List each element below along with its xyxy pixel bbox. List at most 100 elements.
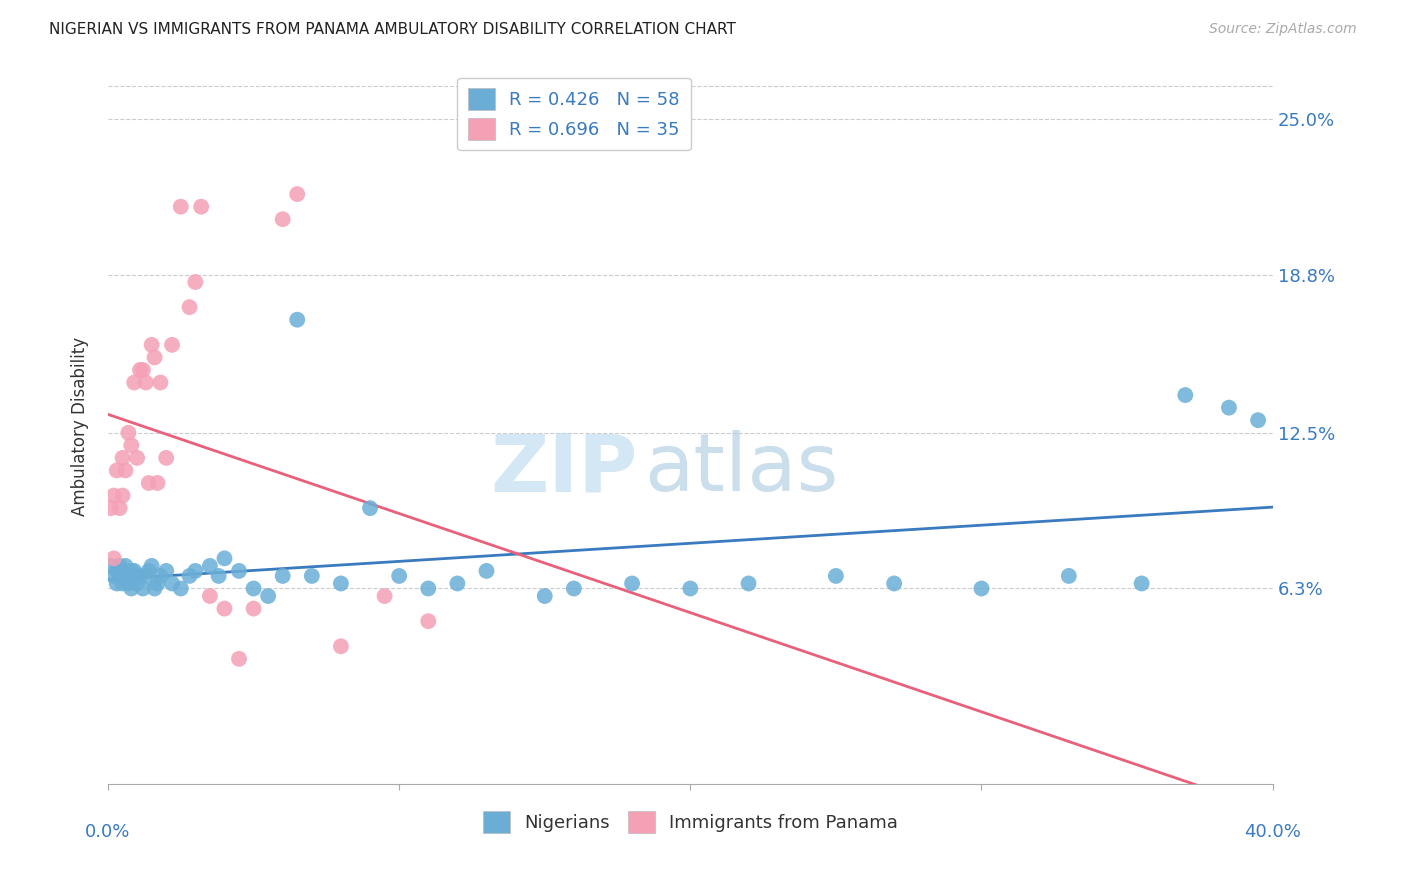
- Point: [1130, 576, 1153, 591]
- Point: [155, 450, 177, 465]
- Point: [122, 564, 145, 578]
- Point: [108, 501, 131, 516]
- Point: [329, 640, 352, 654]
- Text: ZIP: ZIP: [491, 431, 638, 508]
- Point: [111, 489, 134, 503]
- Point: [475, 564, 498, 578]
- Point: [533, 589, 555, 603]
- Point: [141, 558, 163, 573]
- Point: [105, 564, 128, 578]
- Point: [198, 558, 221, 573]
- Point: [179, 300, 201, 314]
- Point: [257, 589, 280, 603]
- Point: [111, 576, 134, 591]
- Point: [207, 569, 229, 583]
- Point: [160, 576, 183, 591]
- Text: atlas: atlas: [644, 431, 838, 508]
- Text: 0.0%: 0.0%: [86, 823, 131, 841]
- Point: [138, 564, 160, 578]
- Point: [271, 569, 294, 583]
- Point: [737, 576, 759, 591]
- Point: [179, 569, 201, 583]
- Point: [120, 438, 142, 452]
- Point: [100, 558, 122, 573]
- Point: [285, 187, 308, 202]
- Point: [359, 501, 381, 516]
- Point: [135, 569, 157, 583]
- Point: [122, 376, 145, 390]
- Point: [1218, 401, 1240, 415]
- Point: [127, 450, 149, 465]
- Point: [190, 200, 212, 214]
- Point: [103, 569, 125, 583]
- Point: [122, 569, 145, 583]
- Point: [970, 582, 993, 596]
- Point: [446, 576, 468, 591]
- Point: [228, 564, 250, 578]
- Point: [138, 475, 160, 490]
- Point: [155, 564, 177, 578]
- Point: [111, 564, 134, 578]
- Point: [679, 582, 702, 596]
- Point: [1247, 413, 1270, 427]
- Point: [108, 569, 131, 583]
- Point: [129, 363, 152, 377]
- Point: [301, 569, 323, 583]
- Point: [242, 582, 264, 596]
- Point: [170, 200, 193, 214]
- Point: [103, 489, 125, 503]
- Point: [120, 582, 142, 596]
- Point: [105, 576, 128, 591]
- Point: [143, 351, 166, 365]
- Point: [108, 558, 131, 573]
- Point: [214, 601, 236, 615]
- Point: [418, 582, 440, 596]
- Point: [271, 212, 294, 227]
- Point: [374, 589, 396, 603]
- Point: [117, 569, 139, 583]
- Point: [160, 338, 183, 352]
- Point: [825, 569, 848, 583]
- Point: [1174, 388, 1197, 402]
- Point: [184, 564, 207, 578]
- Point: [143, 582, 166, 596]
- Point: [114, 463, 136, 477]
- Point: [127, 576, 149, 591]
- Point: [621, 576, 644, 591]
- Point: [146, 475, 169, 490]
- Text: NIGERIAN VS IMMIGRANTS FROM PANAMA AMBULATORY DISABILITY CORRELATION CHART: NIGERIAN VS IMMIGRANTS FROM PANAMA AMBUL…: [49, 22, 737, 37]
- Point: [146, 576, 169, 591]
- Point: [120, 564, 142, 578]
- Point: [198, 589, 221, 603]
- Legend: Nigerians, Immigrants from Panama: Nigerians, Immigrants from Panama: [475, 804, 905, 840]
- Point: [242, 601, 264, 615]
- Point: [1057, 569, 1080, 583]
- Point: [228, 652, 250, 666]
- Point: [329, 576, 352, 591]
- Point: [285, 312, 308, 326]
- Point: [132, 582, 155, 596]
- Point: [129, 569, 152, 583]
- Point: [141, 338, 163, 352]
- Text: 40.0%: 40.0%: [1244, 823, 1301, 841]
- Point: [114, 569, 136, 583]
- Point: [132, 363, 155, 377]
- Point: [105, 463, 128, 477]
- Point: [117, 425, 139, 440]
- Point: [111, 450, 134, 465]
- Point: [214, 551, 236, 566]
- Point: [135, 376, 157, 390]
- Point: [170, 582, 193, 596]
- Point: [418, 614, 440, 628]
- Point: [149, 376, 172, 390]
- Point: [149, 569, 172, 583]
- Point: [184, 275, 207, 289]
- Point: [562, 582, 585, 596]
- Point: [103, 551, 125, 566]
- Point: [388, 569, 411, 583]
- Point: [117, 576, 139, 591]
- Point: [100, 501, 122, 516]
- Point: [114, 558, 136, 573]
- Point: [883, 576, 905, 591]
- Text: Source: ZipAtlas.com: Source: ZipAtlas.com: [1209, 22, 1357, 37]
